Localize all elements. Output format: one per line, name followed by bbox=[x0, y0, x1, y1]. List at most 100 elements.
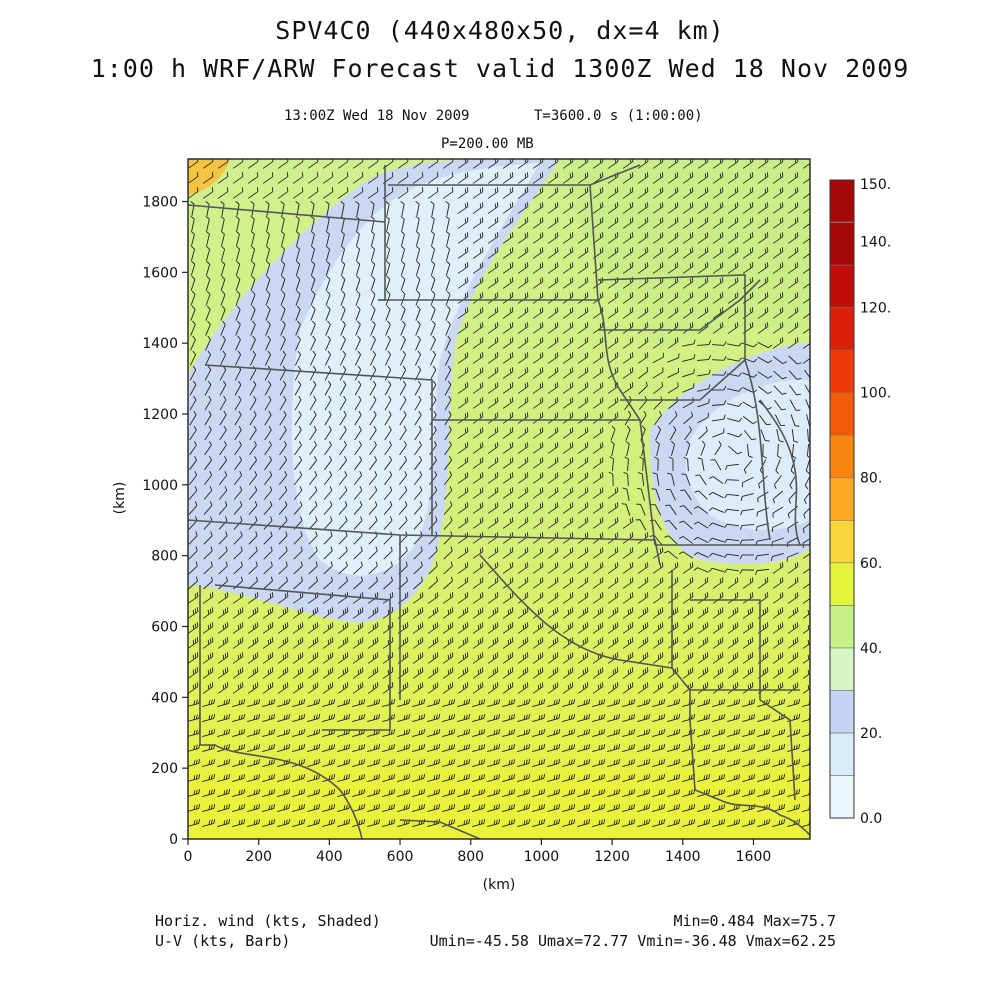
wind-barb-icon bbox=[577, 352, 589, 364]
wind-barb-icon bbox=[502, 217, 514, 229]
wind-barb-icon bbox=[472, 187, 484, 199]
wind-barb-icon bbox=[205, 305, 211, 321]
wind-barb-icon bbox=[697, 247, 709, 259]
wind-barb-icon bbox=[742, 262, 754, 274]
wind-barb-icon bbox=[562, 247, 574, 259]
wind-barb-icon bbox=[712, 217, 724, 229]
wind-barb-icon bbox=[384, 350, 392, 366]
wind-barb-icon bbox=[757, 247, 769, 259]
y-tick-label: 1000 bbox=[142, 478, 178, 494]
chart-subtitle: 1:00 h WRF/ARW Forecast valid 1300Z Wed … bbox=[90, 54, 910, 83]
wind-barb-icon bbox=[757, 371, 773, 379]
wind-barb-icon bbox=[532, 322, 544, 334]
wind-barb-icon bbox=[622, 232, 634, 244]
wind-barb-icon bbox=[415, 275, 421, 291]
wind-barb-icon bbox=[280, 230, 285, 246]
colorbar-label: 150. bbox=[860, 177, 891, 193]
colorbar-label: 80. bbox=[860, 471, 882, 487]
wind-barb-icon bbox=[322, 187, 334, 199]
wind-barb-icon bbox=[414, 395, 422, 411]
wind-barb-icon bbox=[472, 217, 484, 229]
wind-barb-icon bbox=[190, 275, 196, 291]
wind-barb-icon bbox=[190, 260, 196, 276]
wind-barb-icon bbox=[697, 277, 709, 289]
wind-barb-icon bbox=[774, 399, 787, 411]
wind-barb-icon bbox=[295, 305, 301, 321]
wind-barb-icon bbox=[339, 395, 347, 411]
wind-barb-icon bbox=[370, 335, 376, 351]
wind-barb-icon bbox=[625, 425, 631, 441]
wind-barb-icon bbox=[487, 202, 499, 214]
wind-barb-icon bbox=[249, 425, 257, 441]
wind-barb-icon bbox=[250, 290, 256, 306]
wind-barb-icon bbox=[532, 172, 544, 184]
wind-barb-icon bbox=[487, 397, 499, 409]
wind-barb-icon bbox=[430, 230, 435, 246]
wind-barb-icon bbox=[697, 384, 711, 392]
wind-barb-icon bbox=[532, 367, 544, 379]
wind-barb-icon bbox=[487, 382, 499, 394]
wind-barb-icon bbox=[607, 187, 619, 199]
wind-barb-icon bbox=[654, 410, 662, 426]
wind-barb-icon bbox=[457, 172, 469, 184]
wind-barb-icon bbox=[472, 277, 484, 289]
wind-barb-icon bbox=[637, 232, 649, 244]
wind-barb-icon bbox=[757, 307, 769, 319]
wind-barb-icon bbox=[355, 230, 360, 246]
wind-barb-icon bbox=[217, 172, 229, 184]
wind-barb-icon bbox=[787, 202, 799, 214]
wind-barb-icon bbox=[547, 337, 559, 349]
wind-barb-icon bbox=[444, 395, 452, 411]
wind-barb-icon bbox=[190, 230, 195, 246]
wind-barb-icon bbox=[472, 247, 484, 259]
wind-barb-icon bbox=[577, 382, 589, 394]
wind-barb-icon bbox=[189, 455, 197, 471]
wind-barb-icon bbox=[547, 367, 559, 379]
wind-barb-icon bbox=[204, 410, 212, 426]
wind-barb-icon bbox=[309, 425, 317, 441]
wind-barb-icon bbox=[714, 440, 722, 456]
wind-barb-icon bbox=[772, 337, 784, 349]
wind-barb-icon bbox=[310, 260, 316, 276]
wind-barb-icon bbox=[339, 365, 347, 381]
wind-barb-icon bbox=[220, 290, 226, 306]
wind-barb-icon bbox=[742, 416, 757, 425]
wind-barb-icon bbox=[667, 262, 679, 274]
wind-barb-icon bbox=[562, 367, 574, 379]
wind-barb-icon bbox=[532, 232, 544, 244]
wind-barb-icon bbox=[205, 260, 211, 276]
wind-barb-icon bbox=[517, 277, 529, 289]
wind-barb-icon bbox=[369, 350, 377, 366]
wind-barb-icon bbox=[310, 215, 315, 231]
wind-barb-icon bbox=[340, 320, 346, 336]
wind-barb-icon bbox=[776, 429, 784, 443]
wind-barb-icon bbox=[592, 367, 604, 379]
wind-barb-icon bbox=[340, 245, 346, 261]
y-tick-label: 400 bbox=[151, 690, 178, 706]
wind-barb-icon bbox=[280, 320, 286, 336]
wind-barb-icon bbox=[607, 232, 619, 244]
wind-barb-icon bbox=[309, 440, 317, 456]
wind-barb-icon bbox=[622, 352, 634, 364]
wind-barb-icon bbox=[234, 440, 242, 456]
wind-barb-icon bbox=[250, 275, 256, 291]
wind-barb-icon bbox=[517, 352, 529, 364]
wind-barb-icon bbox=[280, 305, 286, 321]
wind-barb-icon bbox=[264, 425, 272, 441]
wind-barb-icon bbox=[457, 202, 469, 214]
wind-barb-icon bbox=[204, 350, 212, 366]
wind-barb-icon bbox=[219, 425, 227, 441]
wind-barb-icon bbox=[279, 440, 287, 456]
wind-barb-icon bbox=[502, 232, 514, 244]
wind-barb-icon bbox=[697, 232, 709, 244]
wind-barb-icon bbox=[637, 187, 649, 199]
wind-barb-icon bbox=[622, 247, 634, 259]
wind-barb-icon bbox=[712, 247, 724, 259]
wind-barb-icon bbox=[280, 290, 286, 306]
wind-barb-icon bbox=[547, 307, 559, 319]
wind-barb-icon bbox=[637, 292, 649, 304]
valid-time: 13:00Z Wed 18 Nov 2009 bbox=[284, 108, 470, 124]
y-tick-label: 0 bbox=[169, 832, 178, 848]
wind-barb-icon bbox=[427, 172, 439, 184]
wind-barb-icon bbox=[682, 247, 694, 259]
